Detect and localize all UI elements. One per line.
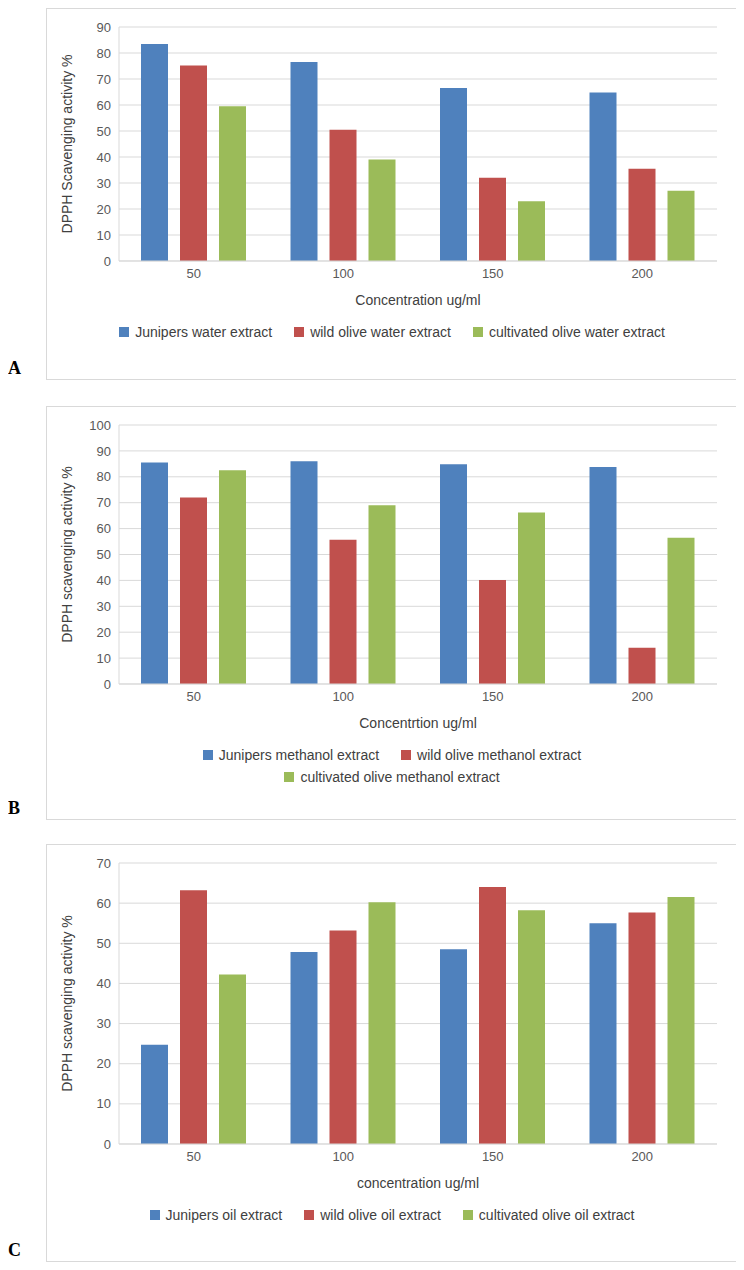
svg-text:200: 200 — [631, 1149, 653, 1164]
html-text:A: A — [8, 358, 21, 378]
svg-text:70: 70 — [97, 495, 111, 510]
html-text:Junipers methanol extract: Junipers methanol extract — [218, 747, 380, 763]
html-text:Junipers oil extract: Junipers oil extract — [165, 1207, 283, 1223]
svg-text:80: 80 — [97, 46, 111, 61]
svg-text:50: 50 — [187, 1149, 201, 1164]
svg-text:100: 100 — [332, 266, 354, 281]
svg-text:Concentration ug/ml: Concentration ug/ml — [355, 292, 480, 308]
html-text:C: C — [8, 1240, 21, 1260]
svg-text:concentration ug/ml: concentration ug/ml — [357, 1175, 479, 1191]
svg-text:90: 90 — [97, 20, 111, 35]
svg-text:50: 50 — [97, 124, 111, 139]
svg-text:DPPH Scavenging activity %: DPPH Scavenging activity % — [59, 55, 75, 234]
svg-text:10: 10 — [97, 651, 111, 666]
svg-text:30: 30 — [97, 599, 111, 614]
svg-text:50: 50 — [97, 547, 111, 562]
html-text:wild olive oil extract: wild olive oil extract — [320, 1207, 441, 1223]
svg-text:30: 30 — [97, 176, 111, 191]
html-text:cultivated olive water extract: cultivated olive water extract — [489, 324, 665, 340]
svg-text:20: 20 — [97, 625, 111, 640]
svg-text:150: 150 — [482, 266, 504, 281]
svg-text:40: 40 — [97, 150, 111, 165]
svg-text:40: 40 — [97, 976, 111, 991]
svg-text:50: 50 — [97, 936, 111, 951]
svg-text:40: 40 — [97, 573, 111, 588]
svg-text:100: 100 — [332, 1149, 354, 1164]
svg-text:Concentrtion ug/ml: Concentrtion ug/ml — [359, 715, 477, 731]
svg-text:20: 20 — [97, 202, 111, 217]
svg-text:100: 100 — [89, 418, 111, 433]
svg-text:DPPH scavenging activity %: DPPH scavenging activity % — [59, 915, 75, 1092]
html-text:wild olive methanol extract: wild olive methanol extract — [417, 747, 582, 763]
svg-text:200: 200 — [631, 266, 653, 281]
html-text:B: B — [8, 798, 20, 818]
svg-text:50: 50 — [187, 266, 201, 281]
svg-text:0: 0 — [104, 254, 111, 269]
svg-text:70: 70 — [97, 856, 111, 871]
svg-text:10: 10 — [97, 1096, 111, 1111]
svg-text:100: 100 — [332, 689, 354, 704]
svg-text:150: 150 — [482, 1149, 504, 1164]
svg-text:DPPH scavenging activity %: DPPH scavenging activity % — [59, 466, 75, 643]
svg-text:50: 50 — [187, 689, 201, 704]
svg-text:60: 60 — [97, 98, 111, 113]
svg-text:20: 20 — [97, 1056, 111, 1071]
svg-text:0: 0 — [104, 1137, 111, 1152]
html-text:Junipers water extract: Junipers water extract — [135, 324, 273, 340]
svg-text:200: 200 — [631, 689, 653, 704]
svg-text:60: 60 — [97, 521, 111, 536]
html-text:cultivated olive methanol extr: cultivated olive methanol extract — [300, 769, 500, 785]
svg-text:70: 70 — [97, 72, 111, 87]
html-text:cultivated olive oil extract: cultivated olive oil extract — [478, 1207, 635, 1223]
svg-text:10: 10 — [97, 228, 111, 243]
svg-text:30: 30 — [97, 1016, 111, 1031]
svg-text:150: 150 — [482, 689, 504, 704]
svg-text:60: 60 — [97, 896, 111, 911]
svg-text:0: 0 — [104, 677, 111, 692]
svg-text:90: 90 — [97, 444, 111, 459]
svg-text:80: 80 — [97, 469, 111, 484]
html-text:wild olive water extract: wild olive water extract — [310, 324, 451, 340]
